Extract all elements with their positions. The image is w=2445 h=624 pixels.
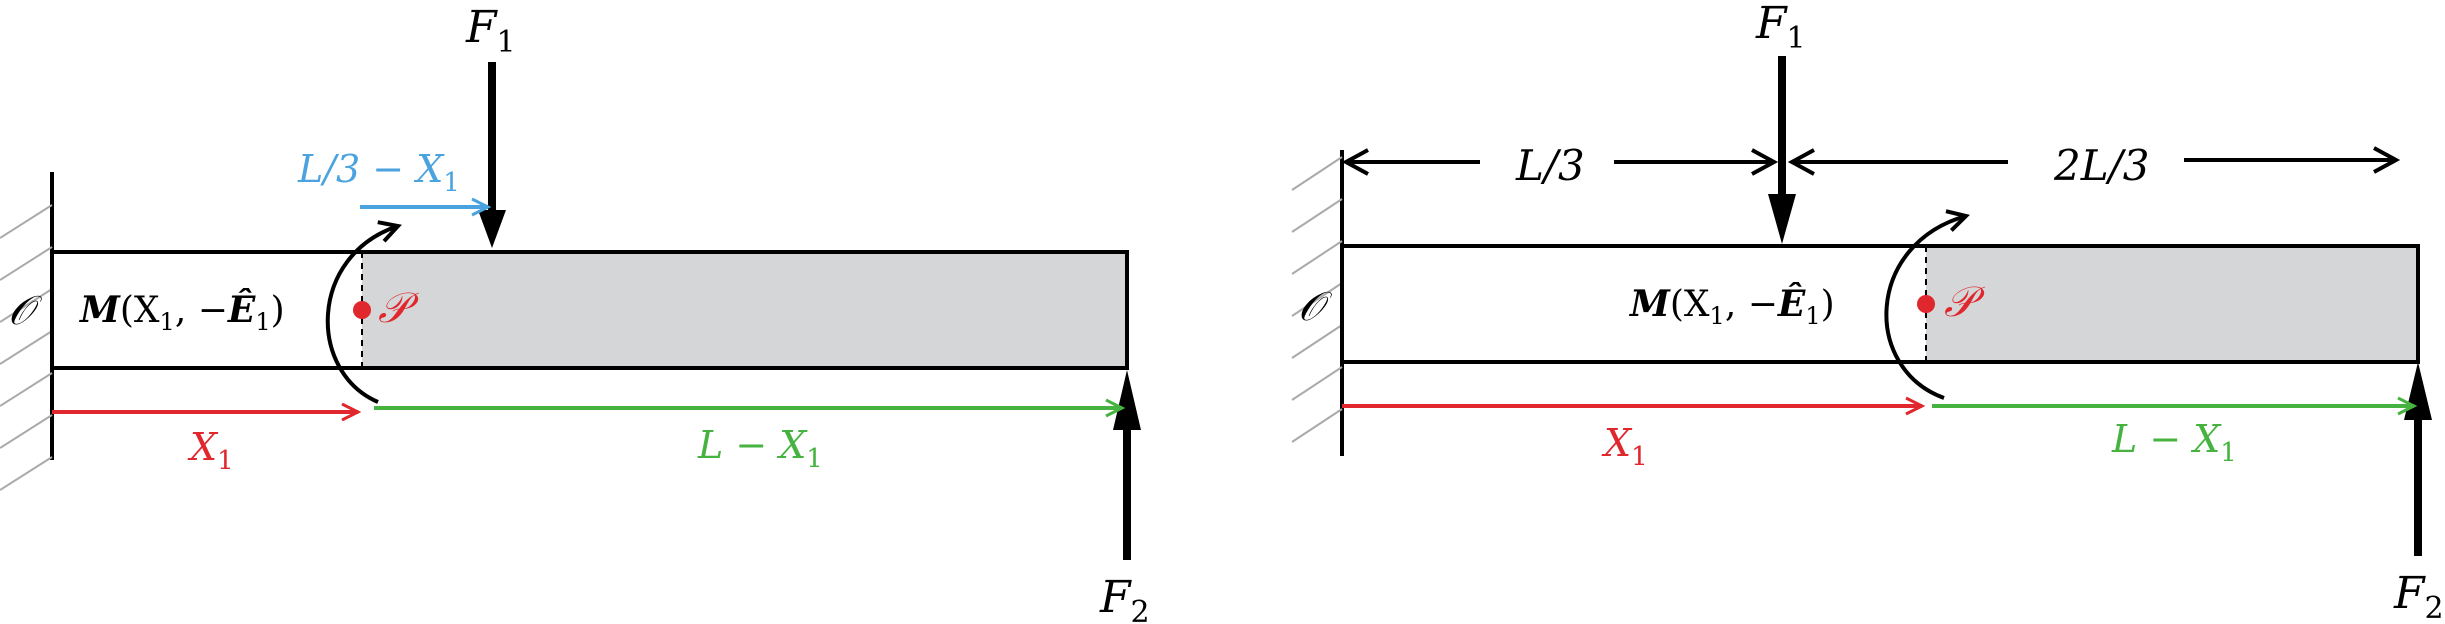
- right-moment-label: M(X1, −Ê1): [1628, 283, 1835, 330]
- left-beam-shaded: [362, 252, 1127, 368]
- right-moment-arc: [1884, 216, 1966, 400]
- left-diagram: 𝒫 𝒪 M(X1, −Ê1) F1 L/3 − X1 F2 X1 L − X1: [0, 2, 1150, 624]
- right-dim-left: [1341, 148, 1779, 176]
- right-dim-right: [1787, 146, 2401, 176]
- left-force-f1-label: F1: [465, 2, 516, 60]
- left-beam: [50, 250, 1129, 370]
- right-dim-right-label: 2L/3: [2053, 141, 2149, 190]
- right-force-f2-head: [2404, 362, 2432, 420]
- right-beam: [1340, 244, 2420, 364]
- right-lx1-label: L − X1: [2111, 417, 2237, 468]
- right-point-dot: [1917, 295, 1935, 313]
- left-force-f2-label: F2: [1099, 572, 1150, 624]
- right-dim-left-label: L/3: [1515, 141, 1585, 190]
- left-force-f1-head: [478, 210, 506, 248]
- left-force-f2-head: [1113, 370, 1141, 430]
- left-moment-arc: [325, 226, 398, 404]
- right-force-f1-head: [1768, 194, 1796, 244]
- left-point-dot: [353, 301, 371, 319]
- left-origin-label: 𝒪: [8, 288, 43, 334]
- left-offset-label: L/3 − X1: [297, 147, 460, 198]
- left-lx1-label: L − X1: [697, 423, 823, 474]
- right-force-f2-label: F2: [2393, 568, 2444, 624]
- left-moment-label: M(X1, −Ê1): [78, 289, 285, 336]
- left-x1-label: X1: [187, 425, 234, 476]
- right-x1-label: X1: [1601, 421, 1648, 472]
- right-origin-label: 𝒪: [1298, 284, 1333, 330]
- right-beam-shaded: [1926, 246, 2418, 362]
- right-force-f1-label: F1: [1755, 0, 1806, 56]
- right-diagram: 𝒫 𝒪 M(X1, −Ê1) F1 L/3 2L/3 F2: [1291, 0, 2444, 624]
